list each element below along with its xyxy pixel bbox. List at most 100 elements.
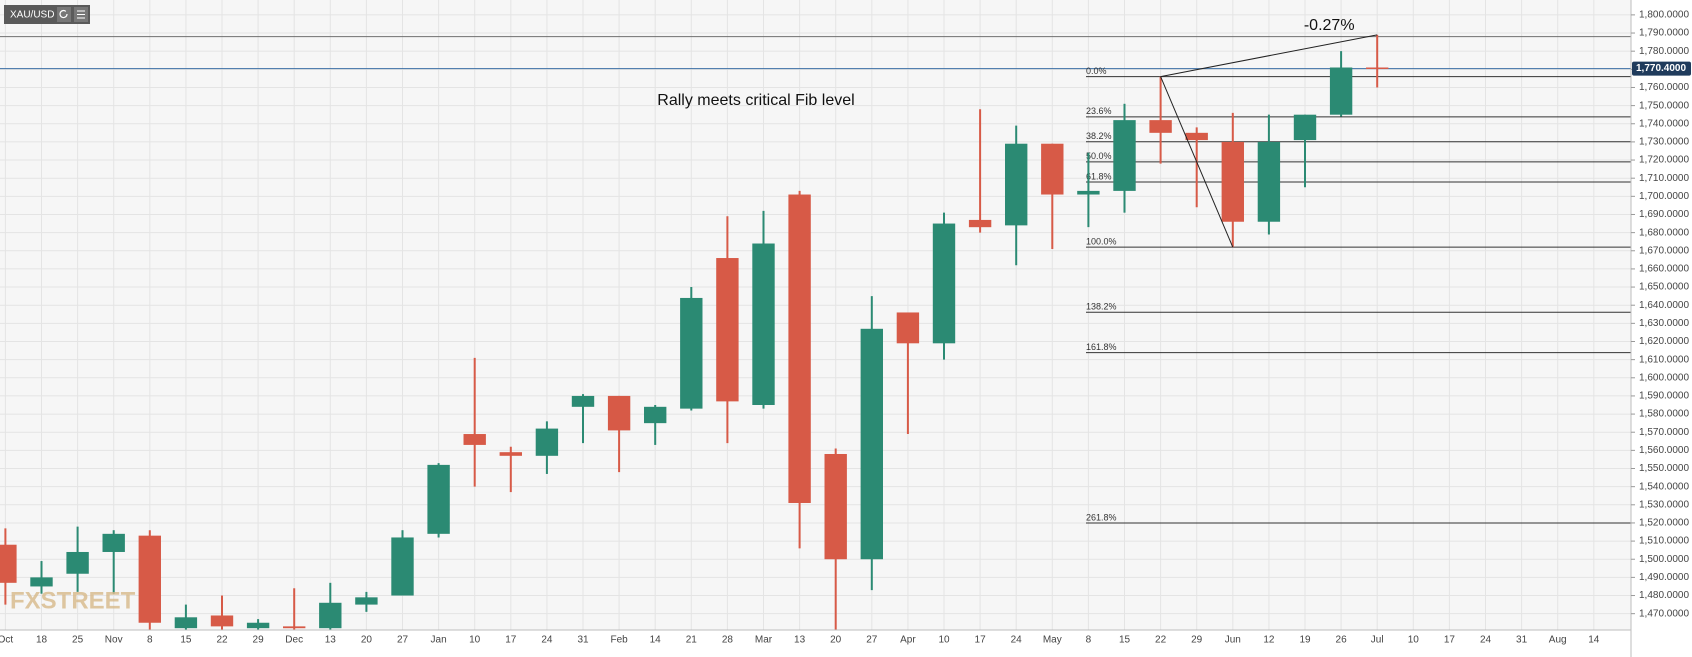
y-tick-label: 1,800.0000 [1639, 10, 1689, 21]
last-price-label: 1,770.4000 [1636, 63, 1686, 74]
candle-body [607, 395, 631, 431]
candle-body [535, 428, 559, 456]
chart-title: Rally meets critical Fib level [657, 92, 854, 109]
x-tick-label: 17 [505, 635, 517, 646]
x-tick-label: 17 [1444, 635, 1456, 646]
y-tick-label: 1,500.0000 [1639, 554, 1689, 565]
x-tick-label: Apr [900, 635, 916, 646]
y-tick-label: 1,700.0000 [1639, 191, 1689, 202]
x-tick-label: Dec [285, 635, 303, 646]
candle-body [1329, 67, 1353, 115]
fib-label: 38.2% [1086, 131, 1112, 141]
y-tick-label: 1,790.0000 [1639, 28, 1689, 39]
symbol-box: XAU/USD [4, 5, 90, 24]
x-tick-label: Jul [1371, 635, 1384, 646]
x-tick-label: 10 [1408, 635, 1420, 646]
candle-body [1366, 67, 1389, 70]
x-tick-label: Nov [105, 635, 123, 646]
x-tick-label: 29 [253, 635, 265, 646]
y-tick-label: 1,610.0000 [1639, 354, 1689, 365]
candle-body [1185, 132, 1208, 141]
x-tick-label: 20 [361, 635, 373, 646]
x-tick-label: 24 [541, 635, 553, 646]
y-tick-label: 1,720.0000 [1639, 155, 1689, 166]
candle-body [644, 406, 667, 424]
x-tick-label: 18 [36, 635, 48, 646]
fib-label: 50.0% [1086, 151, 1112, 161]
y-tick-label: 1,740.0000 [1639, 118, 1689, 129]
annotation: -0.27% [1304, 17, 1355, 34]
candle-body [932, 223, 956, 344]
grid [0, 0, 1631, 630]
candle-body [66, 551, 89, 574]
y-tick-label: 1,780.0000 [1639, 46, 1689, 57]
watermark: FXSTREET [10, 587, 136, 614]
candle-body [1077, 190, 1100, 195]
trend-line [1160, 76, 1234, 248]
settings-glyph [77, 10, 85, 19]
x-tick-label: 12 [1263, 635, 1275, 646]
y-tick-label: 1,750.0000 [1639, 100, 1689, 111]
y-tick-label: 1,560.0000 [1639, 445, 1689, 456]
x-tick-label: Jun [1225, 635, 1241, 646]
y-tick-label: 1,650.0000 [1639, 282, 1689, 293]
candle-body [499, 452, 522, 456]
candle-body [1113, 120, 1136, 191]
candle-body [319, 602, 342, 629]
y-tick-label: 1,730.0000 [1639, 137, 1689, 148]
x-tick-label: Oct [0, 635, 13, 646]
x-tick-label: Jan [431, 635, 447, 646]
y-tick-label: 1,590.0000 [1639, 391, 1689, 402]
candle-body [860, 328, 883, 560]
candle-body [138, 535, 161, 623]
candle-body [1041, 143, 1064, 195]
candle-body [102, 533, 125, 552]
y-tick-label: 1,570.0000 [1639, 427, 1689, 438]
refresh-glyph [59, 9, 68, 19]
y-tick-label: 1,520.0000 [1639, 518, 1689, 529]
y-tick-label: 1,680.0000 [1639, 227, 1689, 238]
x-tick-label: 26 [1336, 635, 1348, 646]
y-tick-label: 1,630.0000 [1639, 318, 1689, 329]
x-tick-label: 24 [1480, 635, 1492, 646]
trend-line [1160, 34, 1378, 78]
x-tick-label: 15 [180, 635, 192, 646]
x-tick-label: Aug [1549, 635, 1567, 646]
y-tick-label: 1,600.0000 [1639, 372, 1689, 383]
plot-background [0, 0, 1631, 630]
x-tick-label: 8 [1086, 635, 1092, 646]
x-tick-label: May [1043, 635, 1062, 646]
y-tick-label: 1,580.0000 [1639, 409, 1689, 420]
candle-body [1149, 120, 1172, 133]
fib-label: 261.8% [1086, 512, 1117, 522]
x-tick-label: 10 [469, 635, 481, 646]
x-tick-label: 24 [1011, 635, 1023, 646]
candle-body [968, 219, 992, 228]
candle-body [1005, 143, 1028, 226]
candle-body [824, 453, 847, 560]
y-tick-label: 1,540.0000 [1639, 481, 1689, 492]
fib-label: 138.2% [1086, 302, 1117, 312]
y-tick-label: 1,490.0000 [1639, 572, 1689, 583]
x-tick-label: 8 [147, 635, 153, 646]
y-tick-label: 1,510.0000 [1639, 536, 1689, 547]
candle-body [896, 312, 920, 344]
x-tick-label: 22 [216, 635, 228, 646]
y-tick-label: 1,660.0000 [1639, 264, 1689, 275]
fib-label: 100.0% [1086, 237, 1117, 247]
y-tick-label: 1,550.0000 [1639, 463, 1689, 474]
candle-body [571, 395, 595, 407]
refresh-icon[interactable] [57, 7, 71, 22]
candle-body [463, 434, 486, 445]
y-tick-label: 1,690.0000 [1639, 209, 1689, 220]
candle-body [788, 194, 811, 503]
x-tick-label: 10 [938, 635, 950, 646]
last-price-badge [1632, 61, 1691, 76]
symbol-label: XAU/USD [10, 10, 54, 21]
candle-body [355, 597, 378, 605]
y-tick-label: 1,710.0000 [1639, 173, 1689, 184]
candle-body [1293, 114, 1317, 141]
candle-body [210, 615, 234, 627]
x-tick-label: Mar [755, 635, 773, 646]
